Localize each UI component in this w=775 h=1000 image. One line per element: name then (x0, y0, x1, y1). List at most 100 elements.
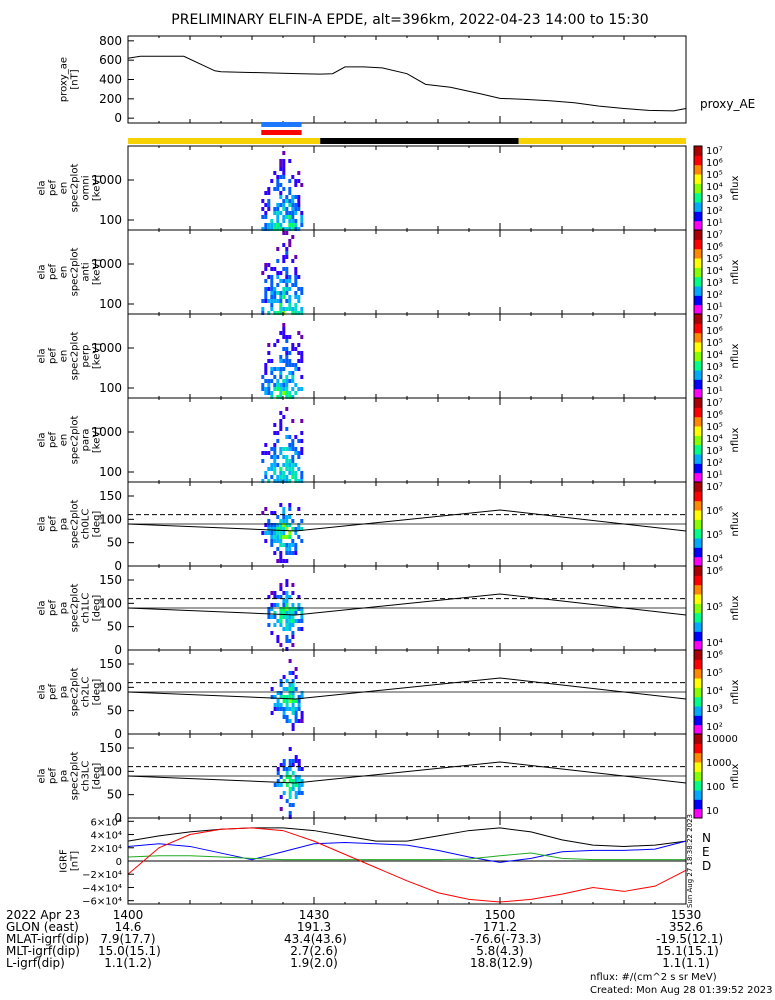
en-omni-ylabel: omni (81, 176, 92, 201)
pa-ch1-pixel (282, 599, 286, 603)
pa-ch1-colorbar-seg (694, 584, 702, 595)
en-perp-pixel (282, 391, 286, 395)
en-perp-pixel (285, 379, 289, 383)
en-anti-pixel (285, 251, 289, 255)
en-perp-pixel (297, 367, 301, 371)
pa-ch3-ylabel: ela (37, 768, 48, 783)
en-anti-pixel (294, 307, 298, 311)
pa-ch1-ytick-label: 0 (114, 643, 122, 657)
en-para-pixel (279, 411, 283, 415)
en-perp-pixel (285, 363, 289, 367)
en-omni-colorbar-seg (694, 211, 702, 222)
en-omni-pixel (261, 227, 265, 231)
en-perp-pixel (300, 375, 304, 379)
pa-ch0-ylabel: pa (59, 518, 70, 530)
en-perp-pixel (282, 383, 286, 387)
pa-ch1-pixel (297, 595, 301, 599)
en-perp-pixel (288, 391, 292, 395)
en-omni-pixel (282, 187, 286, 191)
en-para-ztick: 10³ (706, 446, 723, 457)
en-perp-colorbar-seg (694, 323, 702, 334)
pa-ch3-ylabel: pa (59, 770, 70, 782)
pa-ch1-pixel (273, 603, 277, 607)
igrf-ytick-label: −4×10⁴ (82, 883, 122, 894)
pa-ch1-pixel (273, 615, 277, 619)
en-perp-ztick: 10² (706, 374, 723, 385)
science-zone-marker-red (261, 130, 302, 135)
en-anti-pixel (294, 303, 298, 307)
pa-ch3-pixel (288, 811, 292, 815)
pa-ch1-ylabel: [deg] (92, 595, 103, 622)
footer-row-value: 18.8(12.9) (470, 956, 533, 970)
pa-ch2-colorbar-seg (694, 659, 702, 670)
en-para-pixel (291, 471, 295, 475)
pa-ch3-pixel (285, 771, 289, 775)
pa-ch2-pixel (285, 703, 289, 707)
en-omni-pixel (291, 219, 295, 223)
en-perp-colorbar-seg (694, 351, 702, 362)
pa-ch2-colorbar-seg (694, 687, 702, 698)
en-anti-pixel (261, 311, 265, 315)
footer-row-label: L-igrf(dip) (6, 956, 65, 970)
footer-row-value: 1530 (670, 908, 702, 922)
pa-ch1-colorbar-seg (694, 566, 702, 576)
en-para-pixel (273, 451, 277, 455)
en-anti-pixel (279, 303, 283, 307)
pa-ch0-pixel (282, 507, 286, 511)
pa-ch1-pixel (297, 603, 301, 607)
pa-ch3-pixel (294, 783, 298, 787)
en-anti-colorbar-seg (694, 267, 702, 278)
en-anti-pixel (282, 291, 286, 295)
pa-ch1-pixel (288, 611, 292, 615)
en-perp-pixel (279, 355, 283, 359)
pa-ch2-pixel (279, 683, 283, 687)
pa-ch3-pixel (291, 783, 295, 787)
pa-ch0-pixel (288, 523, 292, 527)
en-perp-pixel (297, 387, 301, 391)
en-para-pixel (288, 471, 292, 475)
pa-ch1-pixel (282, 591, 286, 595)
pa-ch1-losscone-line (127, 593, 687, 616)
pa-ch1-ytick-label: 50 (107, 620, 122, 634)
en-omni-pixel (267, 199, 271, 203)
pa-ch0-pixel (288, 543, 292, 547)
pa-ch0-pixel (264, 539, 268, 543)
en-omni-pixel (282, 219, 286, 223)
en-omni-pixel (297, 195, 301, 199)
igrf-ytick-label: 6×10⁴ (91, 817, 122, 828)
pa-ch3-pixel (288, 767, 292, 771)
pa-ch3-pixel (297, 787, 301, 791)
pa-ch1-pixel (282, 615, 286, 619)
pa-ch0-pixel (294, 543, 298, 547)
en-omni-pixel (270, 179, 274, 183)
igrf-legend-D: D (702, 859, 711, 873)
en-anti-pixel (288, 303, 292, 307)
footer-row-label: MLT-igrf(dip) (6, 944, 80, 958)
pa-ch3-pixel (300, 779, 304, 783)
pa-ch3-colorbar-seg (694, 771, 702, 782)
footer-row-value: 171.2 (482, 920, 518, 934)
en-omni-pixel (294, 219, 298, 223)
pa-ch2-ylabel: ela (37, 684, 48, 699)
en-omni-pixel (273, 171, 277, 175)
en-para-pixel (267, 467, 271, 471)
pa-ch1-pixel (294, 611, 298, 615)
pa-ch3-pixel (276, 783, 280, 787)
en-omni-colorbar-seg (694, 183, 702, 194)
igrf-legend-E: E (702, 845, 710, 859)
en-para-pixel (300, 419, 304, 423)
pa-ch3-pixel (291, 763, 295, 767)
pa-ch2-ylabel: pef (48, 684, 59, 701)
pa-ch2-pixel (285, 707, 289, 711)
en-para-pixel (291, 419, 295, 423)
en-perp-pixel (300, 355, 304, 359)
en-para-pixel (294, 435, 298, 439)
pa-ch0-ylabel: ch0LC (81, 509, 92, 540)
en-anti-colorbar-seg (694, 276, 702, 287)
footer-row-label: MLAT-igrf(dip) (6, 932, 90, 946)
pa-ch0-pixel (282, 527, 286, 531)
pa-ch3-colorbar-seg (694, 790, 702, 800)
en-omni-pixel (276, 211, 280, 215)
proxy-ae-line (127, 55, 687, 112)
pa-ch2-ytick-label: 150 (99, 657, 122, 671)
